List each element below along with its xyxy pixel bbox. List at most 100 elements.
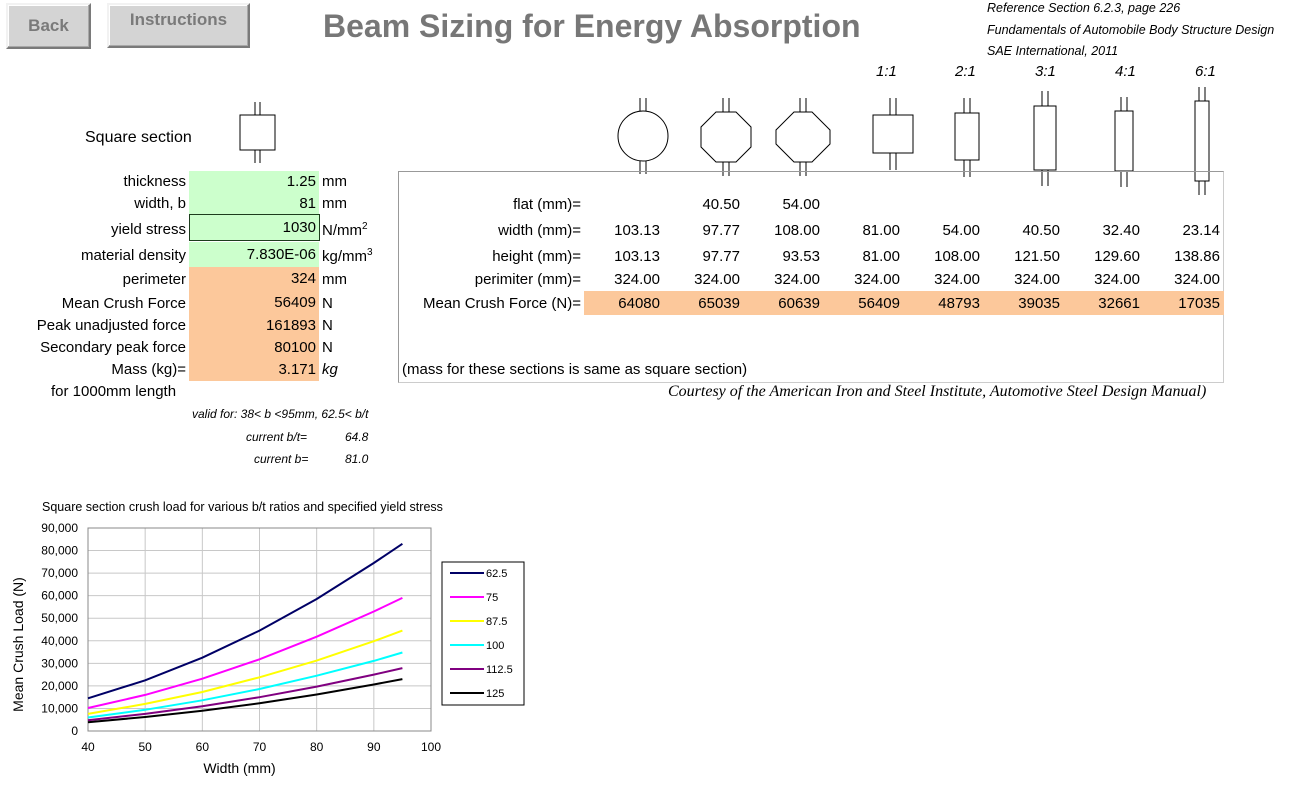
- legend-label: 100: [486, 640, 504, 652]
- ratio-label-2-1: 2:1: [955, 63, 976, 80]
- comparison-width-cell: 81.00: [862, 222, 900, 239]
- rect-section-6-1-icon: [1194, 87, 1210, 195]
- current-b-value: 81.0: [345, 452, 369, 466]
- legend-label: 87.5: [486, 616, 507, 628]
- comparison-width-cell: 103.13: [614, 222, 660, 239]
- reference-line-2: Fundamentals of Automobile Body Structur…: [987, 23, 1275, 37]
- comparison-height-cell: 138.86: [1174, 248, 1220, 265]
- chart-title: Square section crush load for various b/…: [42, 500, 443, 514]
- mass-unit: kg: [322, 361, 338, 378]
- density-label: material density: [80, 247, 186, 264]
- hexagon-section-icon: [775, 98, 831, 176]
- comparison-crush-cell: 60639: [778, 295, 820, 312]
- density-input[interactable]: 7.830E-06: [189, 242, 319, 267]
- comparison-crush-cell: 65039: [698, 295, 740, 312]
- plot-area: [87, 527, 432, 732]
- comparison-crush-cell: 17035: [1178, 295, 1220, 312]
- thickness-unit: mm: [322, 173, 347, 190]
- y-tick-label: 0: [71, 724, 78, 738]
- instructions-button[interactable]: Instructions: [107, 3, 250, 48]
- comparison-width-cell: 97.77: [702, 222, 740, 239]
- thickness-input[interactable]: 1.25: [189, 171, 319, 193]
- mass-value: 3.171: [189, 359, 319, 381]
- circle-section-icon: [617, 98, 669, 174]
- comparison-perimeter-cell: 324.00: [1014, 271, 1060, 288]
- secondary-peak-value: 80100: [189, 337, 319, 359]
- comparison-width-cell: 108.00: [774, 222, 820, 239]
- peak-force-label: Peak unadjusted force: [36, 317, 186, 334]
- y-tick-label: 40,000: [41, 634, 78, 648]
- secondary-peak-unit: N: [322, 339, 333, 356]
- y-tick-label: 60,000: [41, 589, 78, 603]
- comparison-flat-cell: 40.50: [702, 196, 740, 213]
- comparison-crush-cell: 64080: [618, 295, 660, 312]
- length-note: for 1000mm length: [51, 383, 177, 400]
- comparison-perimeter-cell: 324.00: [774, 271, 820, 288]
- ratio-label-4-1: 4:1: [1115, 63, 1136, 80]
- y-tick-label: 90,000: [41, 521, 78, 535]
- y-axis-label: Mean Crush Load (N): [10, 577, 26, 712]
- octagon-section-icon: [700, 98, 752, 176]
- comparison-height-cell: 81.00: [862, 248, 900, 265]
- legend-label: 62.5: [486, 568, 507, 580]
- row-label-crush: Mean Crush Force (N)=: [423, 295, 581, 312]
- comparison-crush-cell: 56409: [858, 295, 900, 312]
- page-title: Beam Sizing for Energy Absorption: [323, 8, 861, 44]
- mean-crush-label: Mean Crush Force: [61, 295, 186, 312]
- yield-stress-input[interactable]: 1030: [189, 214, 320, 241]
- density-unit: kg/mm3: [322, 247, 373, 265]
- crush-load-chart: 0 10,000 20,000 30,000 40,000 50,000 60,000 70,…: [10, 521, 525, 776]
- comparison-width-cell: 23.14: [1182, 222, 1220, 239]
- perimeter-label: perimeter: [122, 271, 186, 288]
- comparison-perimeter-cell: 324.00: [934, 271, 980, 288]
- comparison-crush-cell: 32661: [1098, 295, 1140, 312]
- x-tick-label: 50: [138, 740, 152, 754]
- perimeter-value: 324: [189, 267, 319, 291]
- comparison-height-cell: 121.50: [1014, 248, 1060, 265]
- comparison-perimeter-cell: 324.00: [614, 271, 660, 288]
- ratio-label-3-1: 3:1: [1035, 63, 1056, 80]
- series-line-62-5: [87, 542, 403, 700]
- comparison-crush-cell: 39035: [1018, 295, 1060, 312]
- series-line-112-5: [87, 667, 403, 722]
- legend-label: 125: [486, 688, 504, 700]
- comparison-height-cell: 129.60: [1094, 248, 1140, 265]
- mean-crush-value: 56409: [189, 291, 319, 315]
- comparison-flat-cell: 54.00: [782, 196, 820, 213]
- validity-range: valid for: 38< b <95mm, 62.5< b/t: [192, 407, 369, 421]
- legend-label: 112.5: [486, 664, 513, 676]
- comparison-width-cell: 54.00: [942, 222, 980, 239]
- comparison-crush-cell: 48793: [938, 295, 980, 312]
- x-tick-label: 100: [421, 740, 441, 754]
- current-bt-value: 64.8: [345, 430, 369, 444]
- rect-section-3-1-icon: [1033, 91, 1057, 186]
- secondary-peak-label: Secondary peak force: [40, 339, 186, 356]
- series-line-125: [87, 678, 403, 724]
- x-tick-label: 80: [310, 740, 324, 754]
- series-line-75: [87, 596, 403, 709]
- peak-force-value: 161893: [189, 315, 319, 337]
- crush-row-highlight: [584, 291, 1224, 315]
- reference-line-1: Reference Section 6.2.3, page 226: [987, 1, 1181, 15]
- back-button[interactable]: Back: [6, 3, 91, 49]
- row-label-flat: flat (mm)=: [513, 196, 581, 213]
- comparison-height-cell: 108.00: [934, 248, 980, 265]
- perimeter-unit: mm: [322, 271, 347, 288]
- ratio-label-1-1: 1:1: [876, 63, 897, 80]
- section-shapes: [239, 87, 1210, 195]
- comparison-height-cell: 97.77: [702, 248, 740, 265]
- row-label-perimeter: perimiter (mm)=: [474, 271, 581, 288]
- mass-label: Mass (kg)=: [111, 361, 186, 378]
- row-label-width: width (mm)=: [498, 222, 581, 239]
- yield-stress-label: yield stress: [110, 221, 186, 238]
- comparison-perimeter-cell: 324.00: [694, 271, 740, 288]
- series-line-87-5: [87, 629, 403, 715]
- width-input[interactable]: 81: [189, 193, 319, 215]
- x-axis-label: Width (mm): [203, 760, 275, 776]
- series-line-100: [87, 651, 403, 719]
- width-unit: mm: [322, 195, 347, 212]
- y-tick-label: 50,000: [41, 611, 78, 625]
- current-bt-label: current b/t=: [246, 430, 308, 444]
- square-section-icon: [239, 102, 276, 163]
- yield-stress-unit: N/mm2: [322, 221, 368, 239]
